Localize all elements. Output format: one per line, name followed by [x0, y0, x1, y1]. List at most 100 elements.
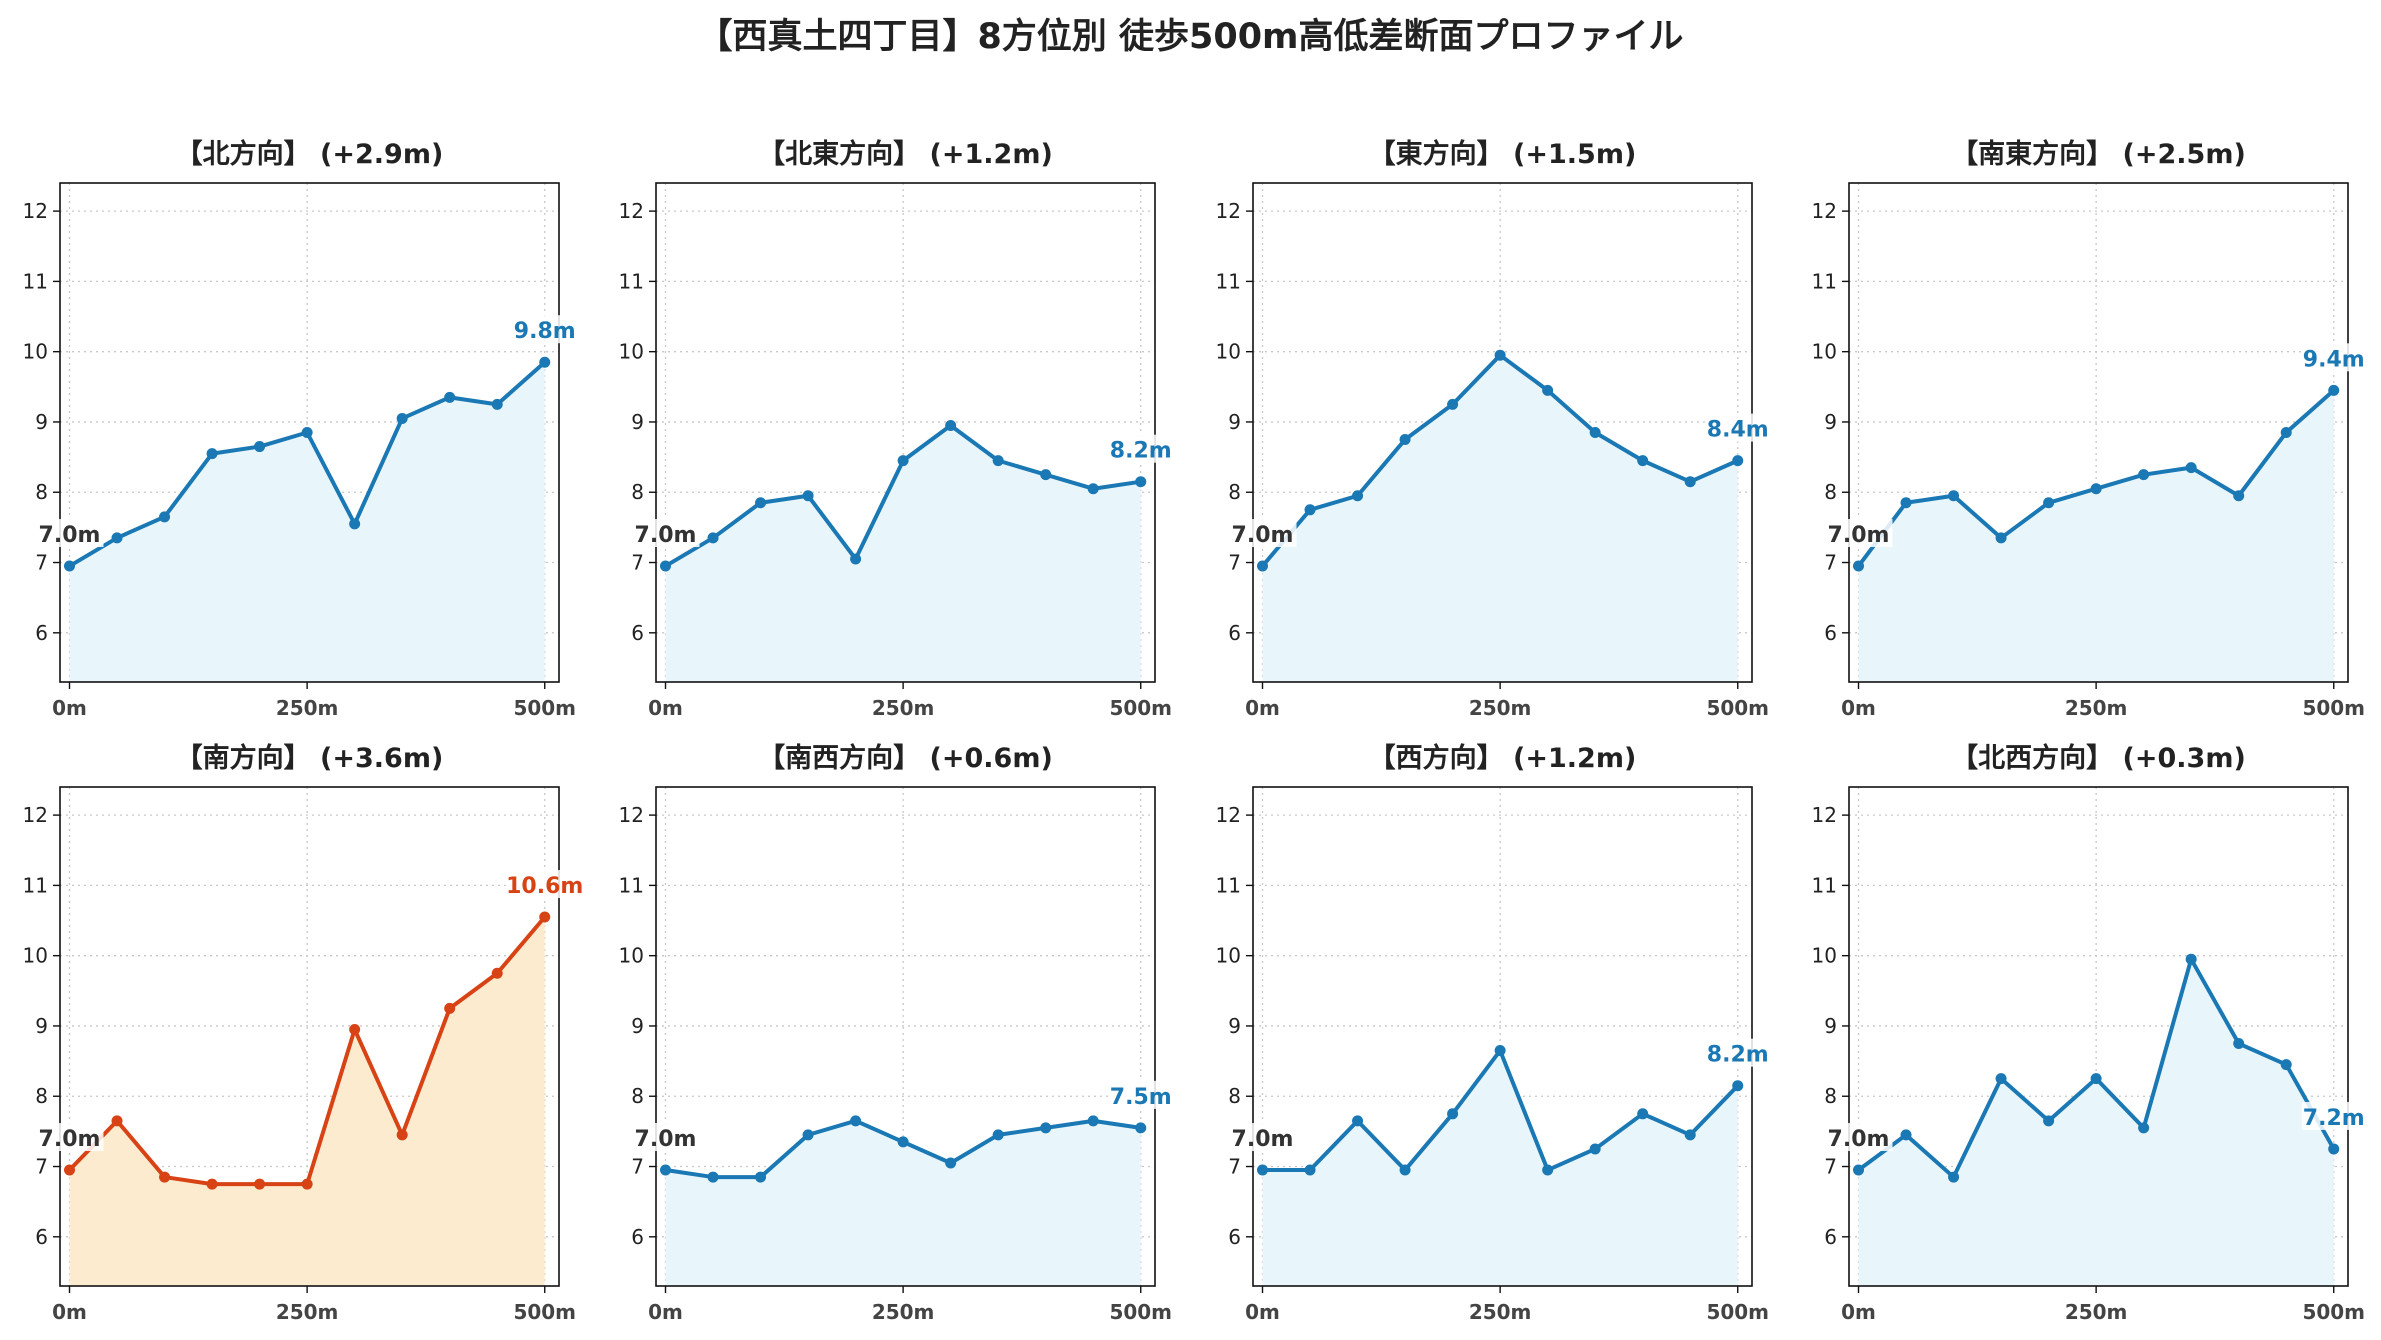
y-tick-label: 6 [35, 1225, 48, 1249]
panel-title: 【北東方向】 (+1.2m) [758, 138, 1053, 170]
y-tick-label: 12 [1812, 199, 1837, 223]
y-tick-label: 11 [619, 873, 644, 897]
data-point [802, 490, 814, 502]
x-tick-label: 250m [276, 1300, 339, 1324]
start-label: 7.0m [635, 523, 697, 548]
data-point [2090, 483, 2102, 495]
data-point [444, 1002, 456, 1014]
start-label: 7.0m [1828, 523, 1890, 548]
x-tick-label: 500m [2302, 696, 2365, 720]
start-label-bg [1228, 1123, 1297, 1152]
y-tick-label: 10 [1812, 340, 1837, 364]
end-label-bg [1705, 1038, 1770, 1067]
area-fill [665, 425, 1141, 682]
start-label: 7.0m [39, 1127, 101, 1152]
x-tick-label: 0m [1841, 1300, 1876, 1324]
data-point [2280, 1059, 2292, 1071]
y-tick-label: 8 [35, 1084, 48, 1108]
axes-frame [1252, 786, 1753, 1287]
start-label-bg [631, 519, 700, 548]
end-label-bg [1705, 413, 1770, 442]
end-label-bg [2301, 343, 2366, 372]
data-point [539, 911, 551, 923]
y-tick-label: 9 [1824, 1014, 1837, 1038]
data-point [159, 511, 171, 523]
data-point [64, 560, 76, 572]
data-point [444, 391, 456, 403]
start-label-bg [1824, 519, 1893, 548]
data-point [491, 398, 503, 410]
data-point [1995, 1073, 2007, 1085]
y-tick-label: 7 [631, 551, 644, 575]
data-point [111, 532, 123, 544]
start-label-bg [35, 519, 104, 548]
data-point [945, 1157, 957, 1169]
area-fill [665, 1120, 1141, 1286]
data-point [1040, 469, 1052, 481]
data-point [992, 455, 1004, 467]
y-tick-label: 12 [1812, 803, 1837, 827]
data-point [1494, 349, 1506, 361]
chart-panel-3: 【東方向】 (+1.5m) 6 7 8 9 10 11 12 0m 250m 500m 7.0m 8.4… [1216, 138, 1770, 720]
x-tick-label: 0m [1841, 696, 1876, 720]
data-point [2233, 490, 2245, 502]
x-tick-label: 500m [1109, 1300, 1172, 1324]
y-tick-label: 8 [1228, 480, 1241, 504]
panel-title: 【北方向】 (+2.9m) [176, 138, 444, 170]
start-label-bg [35, 1123, 104, 1152]
data-point [206, 448, 218, 460]
end-label-bg [505, 870, 584, 899]
data-point [802, 1129, 814, 1141]
y-tick-label: 11 [1812, 873, 1837, 897]
y-tick-label: 7 [631, 1155, 644, 1179]
panel-title: 【北西方向】 (+0.3m) [1951, 742, 2246, 774]
data-point [945, 419, 957, 431]
y-tick-label: 11 [1812, 269, 1837, 293]
x-tick-label: 250m [872, 1300, 935, 1324]
data-point [2233, 1038, 2245, 1050]
x-tick-label: 500m [1109, 696, 1172, 720]
data-point [301, 1178, 313, 1190]
y-tick-label: 7 [35, 1155, 48, 1179]
area-fill [1262, 1050, 1738, 1286]
data-point [850, 553, 862, 565]
start-label: 7.0m [635, 1127, 697, 1152]
data-point [1257, 1164, 1269, 1176]
area-fill [1858, 390, 2334, 682]
y-tick-label: 9 [35, 1014, 48, 1038]
start-label-bg [1824, 1123, 1893, 1152]
data-point [2185, 462, 2197, 474]
data-point [396, 412, 408, 424]
end-label-bg [2301, 1101, 2366, 1130]
data-point [1399, 434, 1411, 446]
data-point [396, 1129, 408, 1141]
y-tick-label: 8 [1228, 1084, 1241, 1108]
data-point [1948, 1171, 1960, 1183]
x-tick-label: 250m [2065, 1300, 2128, 1324]
data-point [2138, 1122, 2150, 1134]
y-tick-label: 9 [35, 410, 48, 434]
data-point [1542, 384, 1554, 396]
end-label: 8.4m [1707, 418, 1769, 443]
y-tick-label: 10 [1216, 944, 1241, 968]
x-tick-label: 0m [1245, 696, 1280, 720]
x-tick-label: 500m [1706, 696, 1769, 720]
data-point [1304, 1164, 1316, 1176]
data-point [660, 560, 672, 572]
y-tick-label: 7 [1824, 1155, 1837, 1179]
data-point [1447, 398, 1459, 410]
y-tick-label: 9 [631, 410, 644, 434]
y-tick-label: 9 [631, 1014, 644, 1038]
y-tick-label: 12 [1216, 199, 1241, 223]
y-tick-label: 12 [619, 803, 644, 827]
data-point [1087, 1115, 1099, 1127]
y-tick-label: 11 [1216, 873, 1241, 897]
data-point [897, 455, 909, 467]
y-tick-label: 6 [1228, 1225, 1241, 1249]
panel-title: 【南西方向】 (+0.6m) [758, 742, 1053, 774]
end-label: 8.2m [1110, 439, 1172, 464]
data-point [1589, 427, 1601, 438]
data-point [992, 1129, 1004, 1141]
panel-title: 【南東方向】 (+2.5m) [1951, 138, 2246, 170]
y-tick-label: 7 [1228, 1155, 1241, 1179]
